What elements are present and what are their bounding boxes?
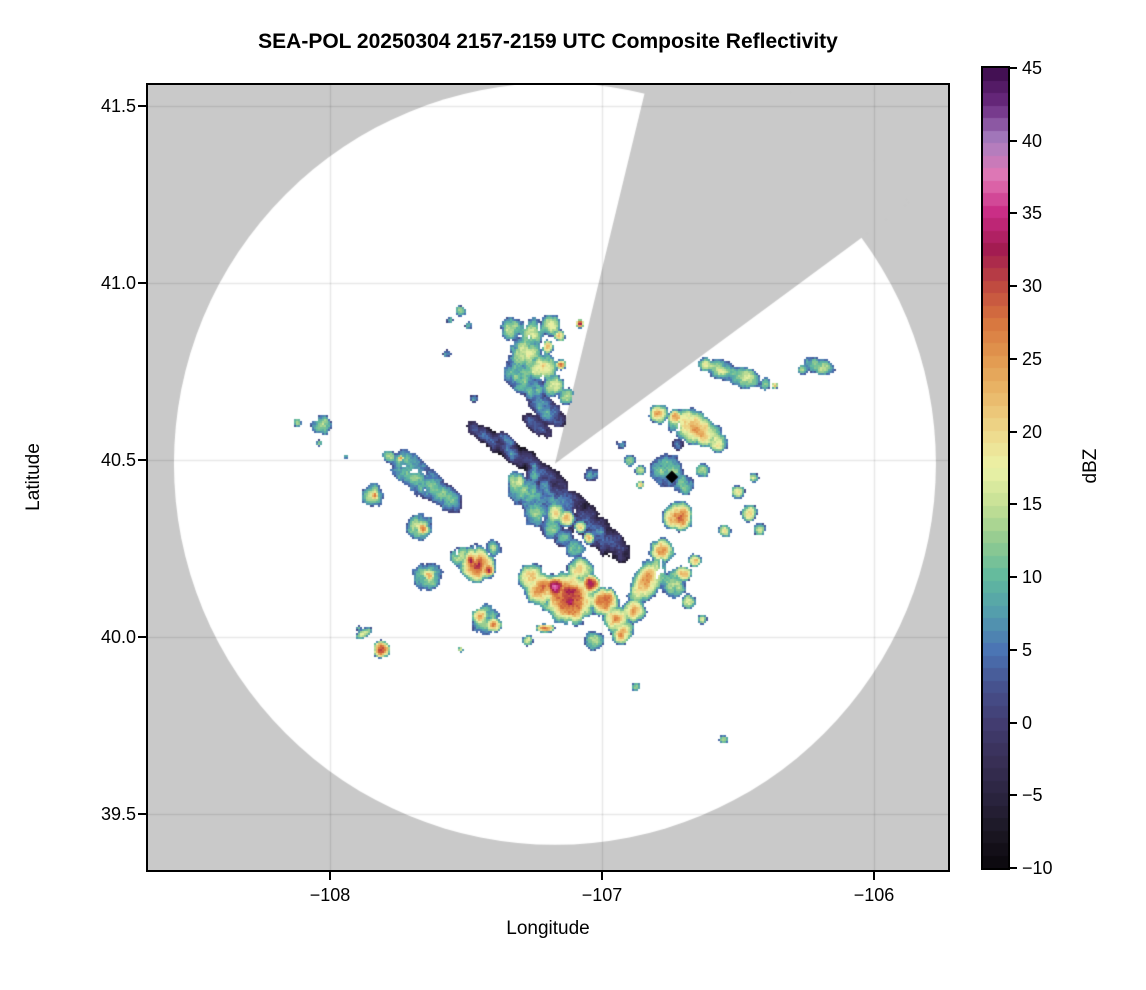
- y-tick-mark: [138, 458, 146, 461]
- x-axis-label: Longitude: [506, 918, 590, 939]
- y-tick-label: 41.0: [100, 272, 136, 293]
- colorbar-tick-mark: [1010, 67, 1017, 69]
- colorbar-tick-mark: [1010, 139, 1017, 142]
- y-tick-mark: [138, 281, 146, 284]
- y-tick-label: 39.5: [100, 804, 136, 825]
- colorbar-tick-label: 45: [1022, 58, 1043, 78]
- colorbar-tick-label: 10: [1022, 567, 1043, 588]
- x-tick-label: −108: [309, 885, 351, 905]
- colorbar-tick-label: 15: [1022, 494, 1043, 515]
- colorbar-tick-label: 40: [1022, 130, 1043, 151]
- y-tick-label: 41.5: [100, 95, 136, 116]
- plot-area: [146, 83, 950, 872]
- colorbar-tick-mark: [1010, 721, 1017, 724]
- colorbar-tick-label: −10: [1022, 858, 1053, 878]
- y-axis-label: Latitude: [23, 443, 44, 511]
- colorbar-tick-label: 30: [1022, 276, 1043, 297]
- x-tick-mark: [328, 872, 331, 880]
- colorbar-tick-label: 35: [1022, 203, 1043, 224]
- colorbar-tick-mark: [1010, 648, 1017, 651]
- colorbar-label: dBZ: [1080, 448, 1101, 484]
- chart-title: SEA-POL 20250304 2157-2159 UTC Composite…: [258, 30, 838, 53]
- colorbar-tick-label: 20: [1022, 421, 1043, 442]
- colorbar-tick-label: 0: [1022, 712, 1033, 733]
- colorbar-tick-mark: [1010, 285, 1017, 288]
- y-tick-mark: [138, 104, 146, 107]
- x-tick-label: −106: [853, 885, 895, 905]
- colorbar-tick-mark: [1010, 357, 1017, 360]
- colorbar-tick-mark: [1010, 576, 1017, 579]
- x-tick-mark: [873, 872, 875, 880]
- reflectivity-map-canvas: [148, 85, 948, 870]
- colorbar-tick-mark: [1010, 867, 1017, 869]
- x-tick-mark: [600, 872, 603, 880]
- colorbar: [981, 66, 1010, 870]
- colorbar-tick-mark: [1010, 430, 1017, 433]
- y-tick-mark: [138, 813, 146, 816]
- colorbar-tick-label: 5: [1022, 639, 1033, 660]
- colorbar-tick-mark: [1010, 212, 1017, 215]
- colorbar-tick-mark: [1010, 794, 1017, 797]
- y-tick-label: 40.5: [100, 449, 136, 470]
- colorbar-tick-label: 25: [1022, 348, 1043, 369]
- y-tick-mark: [138, 636, 146, 638]
- colorbar-tick-mark: [1010, 503, 1017, 506]
- y-tick-label: 40.0: [100, 627, 136, 647]
- colorbar-tick-label: −5: [1022, 785, 1043, 806]
- x-tick-label: −107: [581, 885, 623, 905]
- colorbar-gradient: [983, 68, 1008, 868]
